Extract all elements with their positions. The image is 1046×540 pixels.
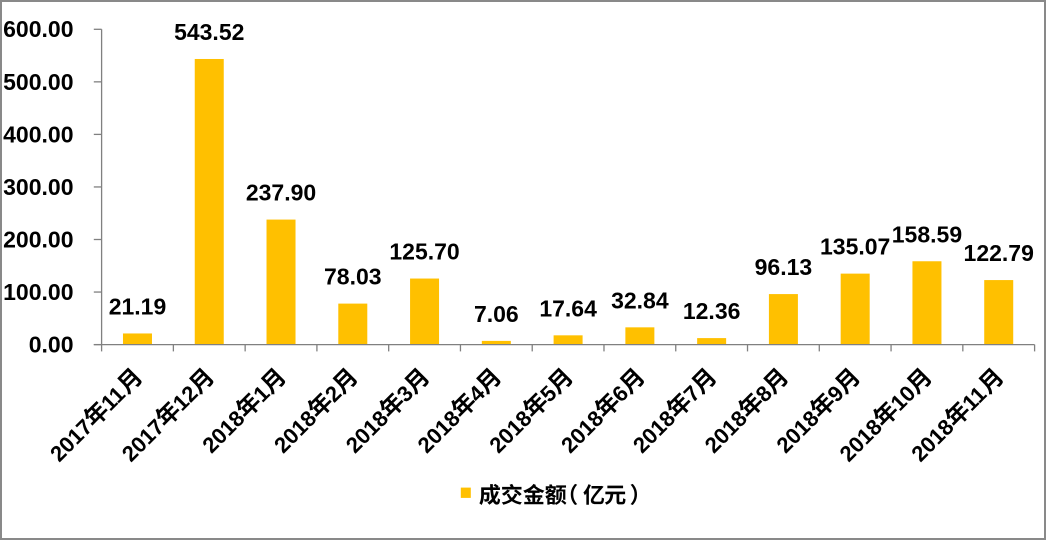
svg-text:125.70: 125.70 [389, 239, 459, 265]
svg-text:500.00: 500.00 [3, 69, 73, 95]
svg-text:600.00: 600.00 [3, 16, 73, 42]
svg-text:78.03: 78.03 [324, 264, 382, 290]
svg-text:12.36: 12.36 [683, 298, 741, 324]
svg-text:400.00: 400.00 [3, 121, 73, 147]
svg-text:32.84: 32.84 [611, 287, 669, 313]
svg-text:158.59: 158.59 [892, 221, 962, 247]
svg-text:100.00: 100.00 [3, 279, 73, 305]
svg-text:7.06: 7.06 [474, 301, 519, 327]
svg-text:96.13: 96.13 [755, 254, 813, 280]
svg-text:17.64: 17.64 [539, 295, 597, 321]
svg-text:122.79: 122.79 [964, 240, 1034, 266]
svg-text:21.19: 21.19 [109, 293, 167, 319]
svg-text:237.90: 237.90 [246, 180, 316, 206]
svg-text:543.52: 543.52 [174, 19, 244, 45]
svg-text:135.07: 135.07 [820, 234, 890, 260]
svg-text:300.00: 300.00 [3, 174, 73, 200]
svg-text:0.00: 0.00 [29, 332, 74, 358]
svg-text:200.00: 200.00 [3, 226, 73, 252]
